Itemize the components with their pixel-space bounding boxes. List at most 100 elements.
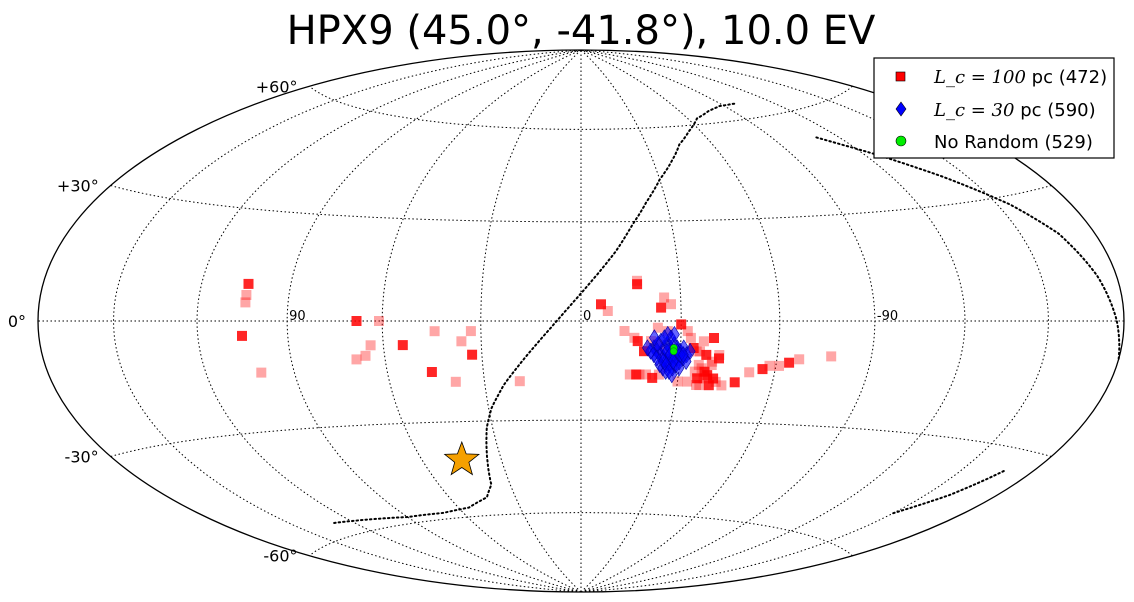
lc100-point: [691, 380, 702, 390]
lat-tick-label: -30°: [65, 448, 99, 467]
lc100-point: [710, 376, 721, 387]
lc100-point: [596, 299, 606, 310]
lc100-point: [656, 302, 667, 313]
meridian--60: [580, 49, 781, 593]
lc100-point: [709, 333, 719, 343]
lc100-point: [397, 340, 408, 351]
lc100-point: [774, 360, 784, 371]
aitoff-map: [37, 49, 1125, 593]
lc30-point: [663, 362, 675, 380]
lon-tick-label: 0: [583, 309, 591, 324]
lc100-point: [685, 332, 696, 343]
dotted-curve-main: [332, 102, 736, 525]
lon-tick-label: 90: [289, 309, 306, 324]
lat-tick-label: 0°: [8, 312, 26, 331]
series-lc100: [237, 275, 837, 391]
lc100-point: [652, 322, 663, 333]
lc100-point: [632, 336, 643, 347]
lc100-point: [602, 306, 613, 316]
lc100-point: [624, 369, 635, 380]
meridian--90: [580, 49, 876, 593]
legend-lc30-rest: pc (590): [1014, 100, 1095, 121]
legend-entry-lc100: L_c = 100 pc (472): [933, 67, 1107, 88]
lc100-point: [514, 376, 525, 387]
legend-lc100-math: L_c = 100: [933, 67, 1026, 88]
legend-diamond-icon: [895, 101, 907, 117]
lc100-point: [708, 373, 719, 384]
lc30-point: [678, 346, 689, 364]
lc100-point: [691, 346, 702, 357]
lc100-point: [465, 326, 476, 337]
legend-box: [873, 57, 1115, 159]
star-icon: [443, 440, 480, 476]
parallel--30: [110, 419, 1052, 457]
lc100-point: [237, 330, 247, 341]
lc30-point: [649, 329, 660, 347]
legend-lc100-rest: pc (472): [1026, 67, 1107, 88]
meridian-90: [286, 49, 582, 593]
lc100-point: [632, 279, 643, 290]
lc100-point: [698, 336, 709, 347]
lc100-point: [467, 349, 478, 360]
lc100-point: [757, 364, 768, 375]
legend-square-icon: [895, 71, 906, 82]
lc100-point: [701, 349, 712, 360]
no-random-point: [669, 347, 678, 356]
lc100-point: [456, 336, 467, 347]
legend-circle-icon: [895, 135, 907, 147]
source-star-marker: [443, 440, 480, 476]
lc30-point: [642, 339, 653, 357]
lc100-point: [688, 343, 699, 353]
lc100-point: [826, 351, 837, 362]
parallel-30: [110, 185, 1052, 223]
lc100-point: [702, 370, 713, 381]
chart-title: HPX9 (45.0°, -41.8°), 10.0 EV: [287, 8, 876, 54]
dotted-curve-lower-right: [892, 469, 1007, 515]
lc100-point: [646, 336, 656, 347]
lat-tick-label: -60°: [263, 547, 297, 566]
lc100-point: [240, 297, 251, 308]
lc100-point: [703, 380, 714, 391]
lc100-point: [672, 376, 683, 387]
lat-tick-label: +60°: [256, 77, 298, 96]
lc100-point: [639, 346, 649, 357]
lon-tick-label: -90: [877, 309, 898, 324]
lc100-point: [729, 377, 740, 388]
lc100-point: [631, 369, 642, 380]
meridian-150: [112, 49, 582, 593]
longitude-labels: 90 0 -90: [289, 309, 898, 324]
lc100-point: [641, 369, 651, 380]
lc100-point: [707, 356, 718, 367]
lc100-point: [784, 357, 795, 368]
lc100-point: [692, 373, 703, 384]
meridian--150: [580, 49, 1050, 593]
legend: L_c = 100 pc (472) L_c = 30 pc (590) No …: [873, 57, 1115, 159]
lc100-point: [659, 292, 670, 303]
lc100-point: [241, 290, 252, 300]
lc100-point: [716, 380, 727, 391]
lc30-point: [659, 329, 670, 347]
lc100-point: [764, 360, 775, 371]
legend-entry-lc30: L_c = 30 pc (590): [933, 100, 1096, 121]
meridian-30: [480, 49, 582, 593]
legend-lc30-math: L_c = 30: [933, 100, 1014, 121]
lc100-point: [706, 360, 717, 370]
lc100-point: [682, 326, 693, 337]
lc100-point: [374, 316, 384, 326]
lc100-point: [693, 359, 704, 370]
lc100-point: [666, 299, 676, 310]
legend-entry-no-random: No Random (529): [934, 132, 1093, 153]
lat-tick-label: +30°: [57, 177, 99, 196]
lc100-point: [450, 376, 461, 387]
latitude-labels: +60° +30° 0° -30° -60°: [8, 77, 298, 565]
lc100-point: [647, 372, 658, 383]
lc100-point: [695, 346, 705, 357]
lc100-point: [794, 354, 805, 365]
lc100-point: [429, 326, 440, 337]
lc100-point: [676, 319, 687, 330]
lc100-point: [689, 366, 700, 377]
lc100-point: [360, 350, 371, 361]
lc100-point: [243, 278, 254, 289]
lc100-point: [714, 353, 724, 364]
